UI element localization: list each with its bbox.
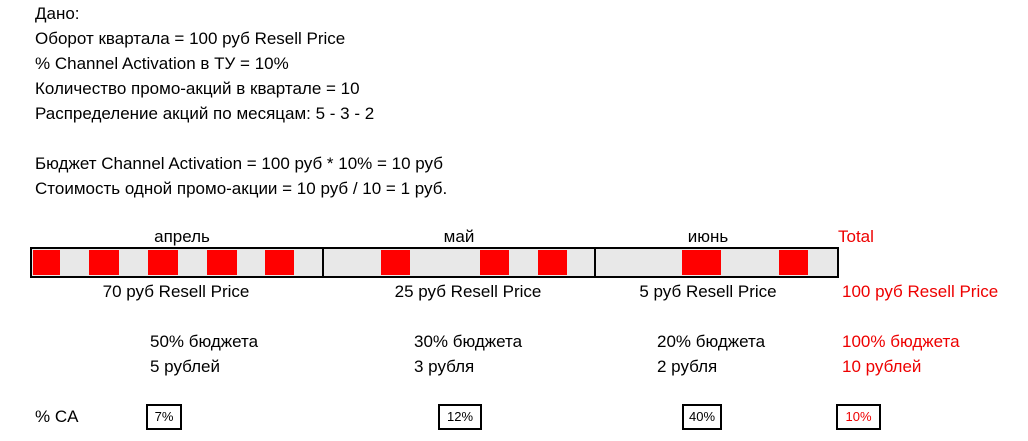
budget-share: 20% бюджета [657,332,766,351]
ca-box: 40% [682,404,722,430]
ca-box: 12% [438,404,482,430]
total-ca-box: 10% [836,404,881,430]
resell: 25 руб Resell Price [394,282,542,301]
calc-line: Бюджет Channel Activation = 100 руб * 10… [35,154,443,173]
month: май [443,227,475,246]
total-budget-amount: 10 рублей [842,357,922,376]
month: апрель [154,227,210,246]
total-budget-share: 100% бюджета [842,332,960,351]
ca-label: % CA [35,407,79,426]
month: июнь [687,227,729,246]
resell: 70 руб Resell Price [102,282,250,301]
given-line: % Channel Activation в ТУ = 10% [35,54,289,73]
total-label: Total [838,227,874,246]
given-line: Оборот квартала = 100 руб Resell Price [35,29,346,48]
budget-amount: 3 рубля [414,357,475,376]
resell: 5 руб Resell Price [639,282,777,301]
given-line: Дано: [35,4,80,23]
promo-blocks [33,250,808,275]
budget-amount: 5 рублей [150,357,220,376]
given-line: Распределение акций по месяцам: 5 - 3 - … [35,104,375,123]
budget-share: 30% бюджета [414,332,523,351]
budget-share: 50% бюджета [150,332,259,351]
ca-box: 7% [146,404,182,430]
total-resell: 100 руб Resell Price [842,282,999,301]
calc-line: Стоимость одной промо-акции = 10 руб / 1… [35,179,448,198]
budget-amount: 2 рубля [657,357,718,376]
given-line: Количество промо-акций в квартале = 10 [35,79,360,98]
